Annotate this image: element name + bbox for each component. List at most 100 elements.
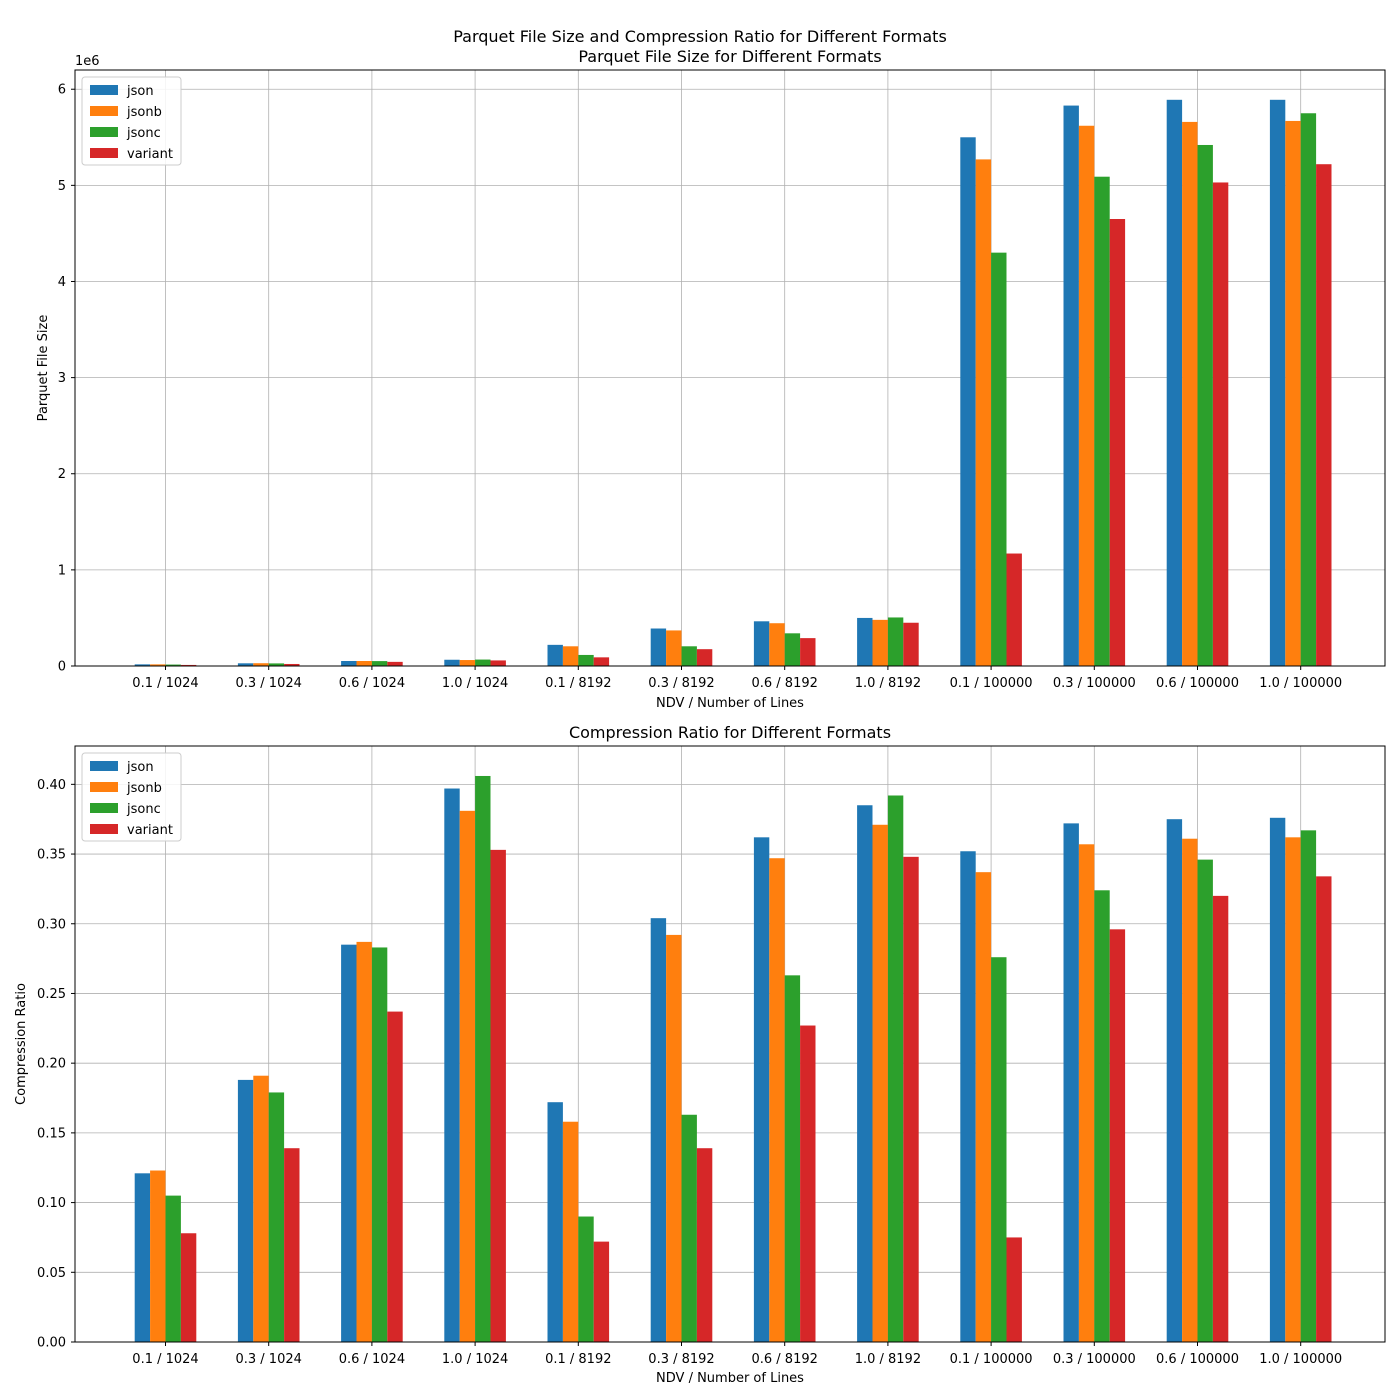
bar-jsonb-4 [562, 1121, 579, 1342]
y-axis-label: Compression Ratio [14, 983, 29, 1105]
bar-jsonb-8 [975, 159, 992, 666]
bar-json-0 [134, 1173, 151, 1342]
legend-label-variant: variant [127, 823, 173, 838]
bar-json-10 [1166, 99, 1183, 667]
y-tick-label: 4 [58, 275, 66, 290]
bar-jsonb-10 [1182, 838, 1198, 1342]
y-tick-label: 0.25 [37, 987, 66, 1002]
bar-jsonc-6 [784, 975, 801, 1342]
bar-jsonb-6 [769, 623, 785, 666]
x-tick-label: 0.6 / 100000 [1156, 1352, 1239, 1367]
bar-jsonb-2 [356, 661, 372, 666]
y-offset-label: 1e6 [75, 54, 100, 69]
legend-swatch-variant [90, 148, 118, 158]
bar-json-1 [237, 663, 254, 666]
bar-variant-4 [593, 1241, 610, 1342]
legend-swatch-jsonc [90, 127, 118, 137]
y-axis-label: Parquet File Size [36, 315, 51, 422]
bar-jsonb-6 [769, 858, 785, 1342]
bar-variant-9 [1109, 929, 1126, 1342]
bar-jsonb-5 [666, 630, 682, 666]
bar-json-11 [1269, 99, 1286, 667]
bar-jsonb-4 [562, 646, 579, 666]
bar-jsonb-7 [872, 619, 888, 666]
bar-variant-8 [1006, 553, 1022, 666]
x-tick-label: 0.1 / 8192 [545, 676, 611, 691]
bar-variant-2 [387, 661, 403, 666]
bar-json-3 [444, 788, 460, 1342]
bar-json-5 [650, 918, 667, 1342]
bar-jsonb-5 [666, 934, 682, 1342]
legend-swatch-jsonb [90, 106, 118, 116]
x-tick-label: 0.6 / 8192 [751, 1352, 817, 1367]
bar-variant-6 [800, 1025, 816, 1342]
x-tick-label: 0.1 / 1024 [132, 1352, 198, 1367]
bar-jsonc-7 [887, 617, 904, 666]
bar-jsonc-4 [578, 654, 594, 666]
bar-jsonb-7 [872, 824, 888, 1342]
x-tick-label: 1.0 / 100000 [1259, 1352, 1342, 1367]
bar-variant-11 [1316, 876, 1332, 1342]
bar-jsonc-8 [991, 957, 1007, 1342]
x-tick-label: 1.0 / 8192 [855, 1352, 921, 1367]
bar-jsonc-0 [165, 1195, 181, 1342]
bar-json-9 [1063, 823, 1079, 1342]
bar-jsonb-2 [356, 941, 372, 1342]
bar-json-3 [444, 659, 460, 666]
bar-jsonc-11 [1300, 113, 1317, 667]
bar-jsonc-5 [681, 646, 697, 666]
bar-jsonb-9 [1078, 844, 1095, 1342]
legend-swatch-jsonb [90, 782, 118, 792]
bar-jsonc-1 [268, 1092, 285, 1342]
bar-json-0 [134, 664, 151, 666]
bar-jsonc-9 [1094, 176, 1110, 666]
y-tick-label: 6 [58, 83, 66, 98]
bar-jsonc-9 [1094, 890, 1110, 1342]
x-tick-label: 0.1 / 100000 [950, 676, 1033, 691]
bar-json-8 [960, 851, 976, 1342]
bar-jsonb-8 [975, 872, 992, 1342]
bar-json-4 [547, 1102, 563, 1342]
bar-jsonb-3 [459, 660, 476, 666]
legend-box [81, 76, 182, 166]
legend-label-variant: variant [127, 147, 173, 162]
bar-jsonc-0 [165, 664, 181, 666]
bar-jsonb-1 [253, 663, 269, 666]
legend-swatch-jsonc [90, 803, 118, 813]
y-tick-label: 0.00 [37, 1336, 66, 1351]
y-tick-label: 1 [58, 563, 66, 578]
y-tick-label: 0.10 [37, 1196, 66, 1211]
x-tick-label: 0.6 / 100000 [1156, 676, 1239, 691]
bar-variant-10 [1212, 182, 1229, 667]
legend-swatch-json [90, 85, 118, 95]
bar-variant-10 [1212, 895, 1229, 1342]
x-tick-label: 0.3 / 8192 [648, 676, 714, 691]
y-tick-label: 2 [58, 467, 66, 482]
axes-frame [74, 745, 1386, 1343]
legend-box [81, 752, 182, 842]
bar-jsonc-2 [371, 661, 388, 666]
bar-variant-7 [903, 856, 919, 1342]
x-tick-label: 1.0 / 8192 [855, 676, 921, 691]
bar-variant-3 [490, 660, 506, 666]
bar-jsonc-2 [371, 947, 388, 1342]
y-tick-label: 0.35 [37, 848, 66, 863]
bar-variant-1 [284, 663, 300, 666]
x-axis-label: NDV / Number of Lines [656, 1371, 804, 1386]
y-tick-label: 0.15 [37, 1126, 66, 1141]
x-tick-label: 0.1 / 100000 [950, 1352, 1033, 1367]
bar-jsonc-10 [1197, 859, 1213, 1342]
y-tick-label: 0.20 [37, 1057, 66, 1072]
bar-variant-5 [696, 649, 713, 666]
bar-variant-5 [696, 1148, 713, 1342]
bar-variant-3 [490, 849, 506, 1342]
x-tick-label: 0.3 / 1024 [235, 1352, 301, 1367]
legend-swatch-json [90, 761, 118, 771]
chart-title: Compression Ratio for Different Formats [569, 723, 891, 742]
bar-variant-11 [1316, 164, 1332, 666]
bar-jsonc-3 [475, 659, 491, 666]
bar-jsonc-4 [578, 1216, 594, 1342]
bar-jsonb-11 [1285, 120, 1301, 667]
bar-jsonc-11 [1300, 830, 1317, 1342]
figure-suptitle: Parquet File Size and Compression Ratio … [453, 27, 947, 46]
